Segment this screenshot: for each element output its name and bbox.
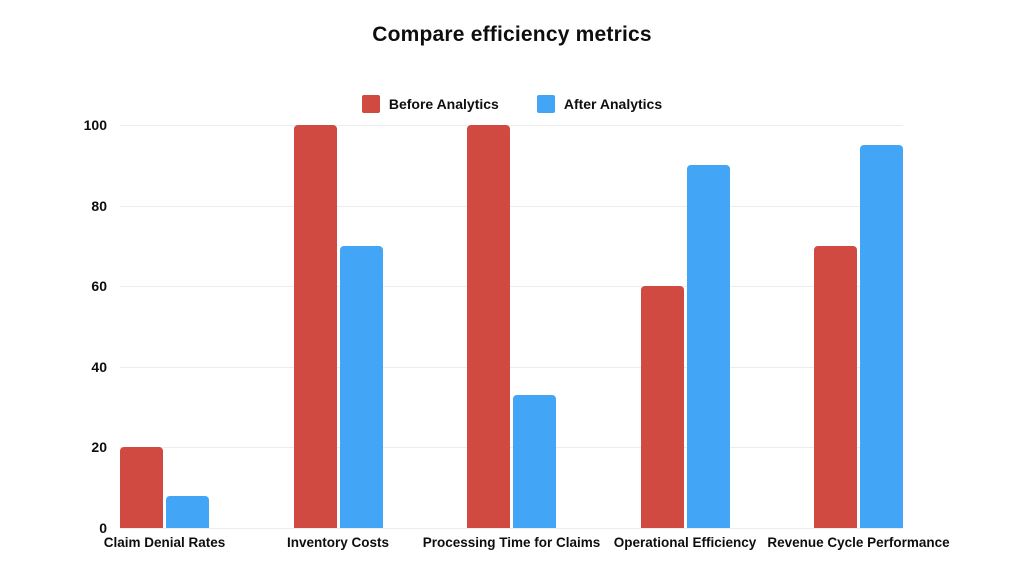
- y-tick-label: 20: [91, 439, 107, 456]
- bar-groups-layer: [120, 125, 903, 528]
- bar-after-analytics: [686, 165, 730, 528]
- bar-before-analytics: [814, 245, 857, 528]
- gridline: [120, 528, 903, 529]
- y-tick-label: 40: [91, 358, 107, 375]
- y-tick-label: 100: [83, 117, 107, 133]
- bar-group: [293, 125, 383, 528]
- bar-after-analytics: [339, 245, 383, 528]
- bar-before-analytics: [467, 125, 510, 528]
- y-tick-label: 60: [91, 278, 107, 295]
- y-tick-label: 80: [91, 197, 107, 214]
- gridline: [120, 286, 903, 288]
- x-axis-label: Processing Time for Claims: [422, 535, 601, 550]
- bar-group: [640, 125, 730, 528]
- legend-swatch-icon: [536, 95, 555, 113]
- bar-after-analytics: [166, 495, 209, 528]
- x-axis-label: Inventory Costs: [286, 535, 390, 550]
- bar-group: [467, 125, 556, 528]
- chart-title: Compare efficiency metrics: [372, 23, 652, 46]
- x-axis-label: Revenue Cycle Performance: [767, 535, 950, 550]
- bar-before-analytics: [120, 447, 163, 528]
- legend-item-before-analytics: Before Analytics: [361, 95, 499, 113]
- x-axis-label: Claim Denial Rates: [103, 535, 226, 550]
- y-tick-label: 0: [99, 520, 107, 536]
- gridline: [120, 447, 903, 449]
- bar-before-analytics: [293, 125, 337, 528]
- bar-group: [814, 125, 903, 528]
- legend-label: After Analytics: [563, 96, 663, 112]
- bar-after-analytics: [513, 395, 556, 528]
- gridline: [120, 205, 903, 207]
- chart-legend: Before Analytics After Analytics: [0, 95, 1024, 113]
- legend-swatch-icon: [361, 95, 380, 113]
- gridline: [120, 366, 903, 368]
- bar-group: [120, 125, 209, 528]
- plot-area: 0 20 40 60 80 100 Claim Denial Rates Inventory…: [84, 117, 950, 550]
- gridline: [120, 125, 903, 126]
- legend-item-after-analytics: After Analytics: [536, 95, 663, 113]
- legend-label: Before Analytics: [388, 96, 499, 112]
- bar-after-analytics: [860, 145, 903, 528]
- bar-before-analytics: [640, 286, 684, 528]
- x-axis-labels: Claim Denial Rates Inventory Costs Process…: [104, 535, 950, 555]
- x-axis-label: Operational Efficiency: [613, 535, 757, 550]
